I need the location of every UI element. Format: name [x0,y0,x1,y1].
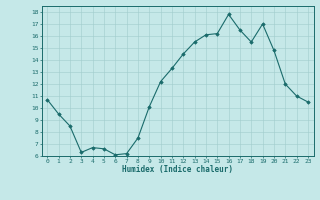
X-axis label: Humidex (Indice chaleur): Humidex (Indice chaleur) [122,165,233,174]
